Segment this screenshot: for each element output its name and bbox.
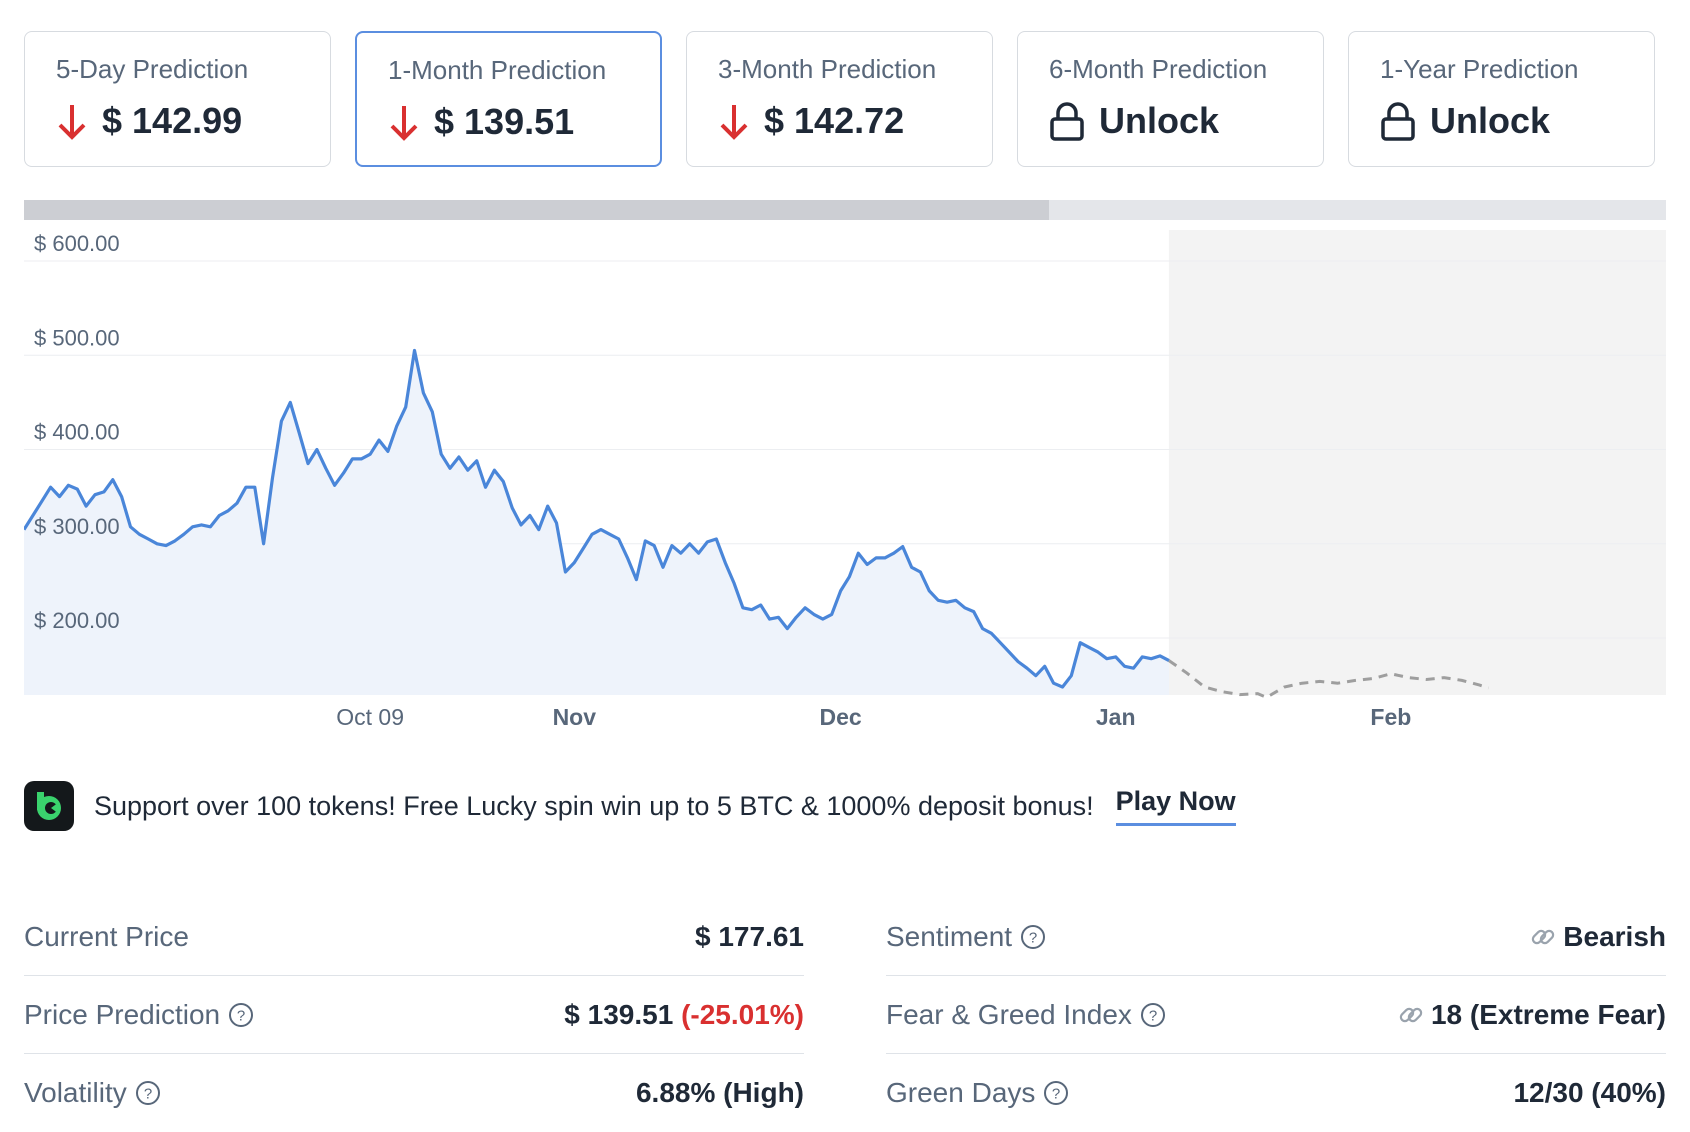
stat-label: Sentiment?: [886, 921, 1046, 953]
chart-range-scrollbar[interactable]: [24, 200, 1666, 220]
card-title: 3-Month Prediction: [718, 54, 937, 84]
stat-label: Current Price: [24, 920, 189, 952]
forecast-line: [1168, 659, 1489, 700]
stat-row-price-prediction: Price Prediction? $ 139.51 (-25.01%): [24, 976, 804, 1054]
help-icon[interactable]: ?: [1140, 1002, 1166, 1028]
arrow-down-icon: [56, 101, 88, 141]
stat-label: Green Days?: [886, 1077, 1069, 1109]
stat-value: $ 177.61: [695, 920, 804, 952]
stat-row-current-price: Current Price $ 177.61: [24, 898, 804, 976]
x-tick-label: Dec: [819, 704, 861, 730]
prediction-card-6-month[interactable]: 6-Month Prediction Unlock: [1017, 31, 1324, 167]
bc-game-logo-icon[interactable]: [24, 781, 74, 831]
stat-value-link[interactable]: 18 (Extreme Fear): [1397, 999, 1666, 1031]
card-value: $ 142.72: [764, 100, 905, 141]
arrow-down-icon: [718, 101, 750, 141]
y-tick-label: $ 600.00: [34, 231, 120, 256]
promo-text: Support over 100 tokens! Free Lucky spin…: [94, 790, 1094, 821]
price-area-fill: [24, 350, 1169, 695]
y-tick-label: $ 500.00: [34, 325, 120, 350]
price-chart: $ 600.00 $ 500.00 $ 400.00 $ 300.00 $ 200.00…: [24, 230, 1666, 730]
lock-icon: [1380, 101, 1416, 141]
stat-change-percent: (-25.01%): [681, 998, 804, 1030]
help-icon[interactable]: ?: [1020, 924, 1046, 950]
arrow-down-icon: [388, 102, 420, 142]
stat-label: Price Prediction?: [24, 999, 254, 1031]
stats-left: Current Price $ 177.61 Price Prediction?…: [24, 898, 804, 1132]
stat-label: Fear & Greed Index?: [886, 999, 1166, 1031]
card-title: 1-Year Prediction: [1380, 54, 1579, 84]
stat-value-link[interactable]: Bearish: [1529, 921, 1666, 953]
card-value: Unlock: [1099, 100, 1220, 141]
promo-banner: Support over 100 tokens! Free Lucky spin…: [24, 780, 1236, 832]
x-tick-label: Jan: [1096, 704, 1136, 730]
scrollbar-thumb[interactable]: [24, 200, 1049, 220]
stat-label: Volatility?: [24, 1077, 161, 1109]
stat-row-sentiment: Sentiment? Bearish: [886, 898, 1666, 976]
card-title: 1-Month Prediction: [388, 55, 607, 85]
svg-text:?: ?: [1149, 1007, 1157, 1024]
stat-value: 6.88% (High): [635, 1077, 804, 1108]
card-title: 6-Month Prediction: [1049, 54, 1268, 84]
stat-row-green-days: Green Days? 12/30 (40%): [886, 1054, 1666, 1132]
prediction-cards: 5-Day Prediction $ 142.99 1-Month Predic…: [24, 31, 1666, 169]
help-icon[interactable]: ?: [228, 1002, 254, 1028]
svg-text:?: ?: [1052, 1086, 1060, 1103]
stats-right: Sentiment? Bearish Fear & Greed Index? 1…: [886, 898, 1666, 1132]
forecast-area: [1168, 230, 1666, 695]
lock-icon: [1049, 101, 1085, 141]
price-line: [24, 348, 1170, 689]
x-tick-label: Nov: [553, 704, 597, 730]
stat-row-fear-greed-index: Fear & Greed Index? 18 (Extreme Fear): [886, 976, 1666, 1054]
x-tick-label: Feb: [1370, 704, 1411, 730]
play-now-link[interactable]: Play Now: [1115, 786, 1236, 826]
stat-value: 12/30 (40%): [1513, 1077, 1666, 1108]
card-value: $ 139.51: [434, 101, 575, 142]
y-tick-label: $ 300.00: [34, 514, 120, 539]
prediction-card-1-month[interactable]: 1-Month Prediction $ 139.51: [355, 31, 662, 167]
stat-value: $ 139.51 (-25.01%): [564, 998, 804, 1030]
svg-text:?: ?: [1029, 929, 1037, 946]
card-value: Unlock: [1430, 100, 1551, 141]
x-tick-label: Oct 09: [336, 704, 404, 730]
svg-text:?: ?: [144, 1086, 152, 1103]
y-tick-label: $ 400.00: [34, 420, 120, 445]
prediction-card-5-day[interactable]: 5-Day Prediction $ 142.99: [24, 31, 331, 167]
help-icon[interactable]: ?: [1043, 1080, 1069, 1106]
card-title: 5-Day Prediction: [56, 54, 249, 84]
link-icon: [1397, 1001, 1425, 1029]
prediction-card-1-year[interactable]: 1-Year Prediction Unlock: [1348, 31, 1655, 167]
link-icon: [1529, 923, 1557, 951]
svg-text:?: ?: [237, 1007, 245, 1024]
stat-row-volatility: Volatility? 6.88% (High): [24, 1054, 804, 1132]
card-value: $ 142.99: [102, 100, 243, 141]
help-icon[interactable]: ?: [135, 1080, 161, 1106]
y-tick-label: $ 200.00: [34, 608, 120, 633]
prediction-card-3-month[interactable]: 3-Month Prediction $ 142.72: [686, 31, 993, 167]
